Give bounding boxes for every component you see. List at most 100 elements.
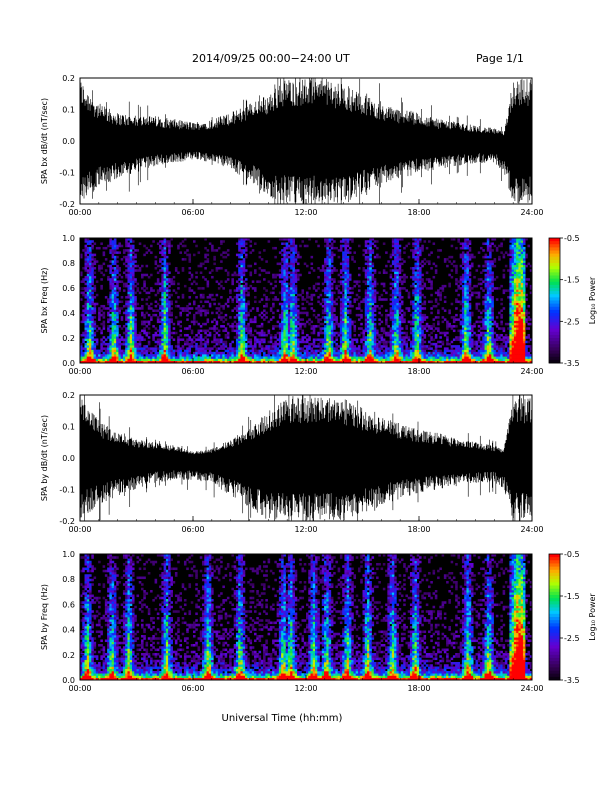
- spectrogram-cell: [292, 255, 295, 259]
- spectrogram-cell: [441, 356, 445, 359]
- spectrogram-cell: [242, 273, 246, 277]
- spectrogram-cell: [165, 336, 169, 339]
- spectrogram-cell: [299, 358, 302, 362]
- spectrogram-cell: [353, 358, 357, 362]
- spectrogram-cell: [457, 240, 460, 243]
- spectrogram-cell: [464, 327, 467, 330]
- spectrogram-cell: [86, 338, 90, 341]
- spectrogram-cell: [220, 296, 223, 299]
- spectrogram-cell: [448, 342, 451, 346]
- spectrogram-cell: [118, 325, 121, 328]
- spectrogram-cell: [168, 333, 171, 337]
- spectrogram-cell: [281, 356, 284, 359]
- spectrogram-cell: [369, 322, 372, 326]
- spectrogram-cell: [367, 255, 370, 259]
- spectrogram-cell: [428, 356, 431, 359]
- spectrogram-cell: [416, 313, 420, 317]
- spectrogram-cell: [147, 291, 151, 295]
- spectrogram-cell: [104, 356, 108, 359]
- spectrogram-cell: [272, 316, 275, 319]
- spectrogram-cell: [281, 338, 284, 341]
- spectrogram-cell: [109, 318, 112, 321]
- spectrogram-cell: [351, 351, 354, 355]
- spectrogram-cell: [351, 322, 354, 326]
- spectrogram-cell: [111, 253, 115, 257]
- spectrogram-cell: [344, 316, 347, 319]
- spectrogram-cell: [321, 340, 325, 344]
- spectrogram-cell: [154, 358, 158, 362]
- spectrogram-cell: [235, 358, 239, 362]
- spectrogram-cell: [125, 275, 128, 279]
- spectrogram-cell: [93, 356, 97, 359]
- spectrogram-cell: [308, 356, 311, 359]
- spectrogram-cell: [387, 349, 390, 353]
- spectrogram-cell: [287, 289, 291, 292]
- spectrogram-cell: [443, 360, 447, 364]
- spectrogram-cell: [258, 358, 262, 362]
- spectrogram-cell: [452, 356, 456, 359]
- spectrogram-cell: [267, 329, 271, 333]
- spectrogram-cell: [104, 307, 108, 310]
- spectrogram-cell: [125, 318, 128, 321]
- spectrogram-cell: [231, 349, 234, 353]
- spectrogram-cell: [394, 320, 397, 324]
- spectrogram-cell: [156, 358, 160, 362]
- spectrogram-cell: [339, 313, 343, 317]
- spectrogram-cell: [107, 360, 110, 364]
- spectrogram-cell: [249, 271, 253, 275]
- spectrogram-cell: [296, 269, 300, 272]
- spectrogram-cell: [238, 260, 241, 263]
- spectrogram-cell: [342, 307, 345, 310]
- spectrogram-cell: [367, 246, 370, 250]
- spectrogram-cell: [362, 331, 366, 335]
- spectrogram-cell: [364, 358, 368, 362]
- spectrogram-cell: [333, 333, 336, 337]
- spectrogram-cell: [362, 300, 366, 304]
- spectrogram-cell: [294, 358, 298, 362]
- spectrogram-cell: [134, 300, 137, 304]
- spectrogram-cell: [360, 356, 363, 359]
- spectrogram-cell: [364, 280, 368, 283]
- spectrogram-cell: [296, 327, 300, 330]
- spectrogram-cell: [414, 238, 418, 241]
- spectrogram-cell: [367, 338, 370, 341]
- spectrogram-cell: [278, 349, 282, 353]
- spectrogram-cell: [193, 320, 196, 324]
- spectrogram-cell: [143, 313, 146, 317]
- spectrogram-cell: [303, 354, 307, 357]
- spectrogram-cell: [437, 340, 440, 344]
- spectrogram-cell: [446, 360, 449, 364]
- spectrogram-cell: [111, 300, 115, 304]
- spectrogram-cell: [215, 322, 219, 326]
- spectrogram-cell: [159, 329, 162, 333]
- spectrogram-cell: [290, 345, 293, 348]
- spectrogram-cell: [292, 320, 295, 324]
- spectrogram-cell: [348, 331, 352, 335]
- spectrogram-cell: [367, 300, 370, 304]
- spectrogram-cell: [382, 298, 386, 301]
- spectrogram-cell: [391, 251, 395, 254]
- spectrogram-cell: [168, 293, 171, 297]
- spectrogram-cell: [321, 289, 325, 292]
- spectrogram-cell: [120, 275, 124, 279]
- spectrogram-cell: [362, 349, 366, 353]
- spectrogram-cell: [385, 342, 388, 346]
- spectrogram-cell: [100, 354, 103, 357]
- spectrogram-cell: [98, 360, 101, 364]
- spectrogram-cell: [317, 342, 320, 346]
- spectrogram-cell: [373, 338, 377, 341]
- spectrogram-cell: [145, 287, 149, 290]
- spectrogram-cell: [276, 351, 280, 355]
- spectrogram-cell: [400, 327, 404, 330]
- spectrogram-cell: [369, 273, 372, 277]
- spectrogram-cell: [165, 271, 169, 275]
- spectrogram-cell: [391, 347, 395, 350]
- spectrogram-cell: [134, 302, 137, 306]
- spectrogram-cell: [419, 267, 422, 270]
- spectrogram-cell: [348, 251, 352, 254]
- spectrogram-cell: [249, 320, 253, 324]
- spectrogram-cell: [145, 264, 149, 268]
- spectrogram-cell: [294, 287, 298, 290]
- spectrogram-cell: [98, 264, 101, 268]
- spectrogram-cell: [333, 349, 336, 353]
